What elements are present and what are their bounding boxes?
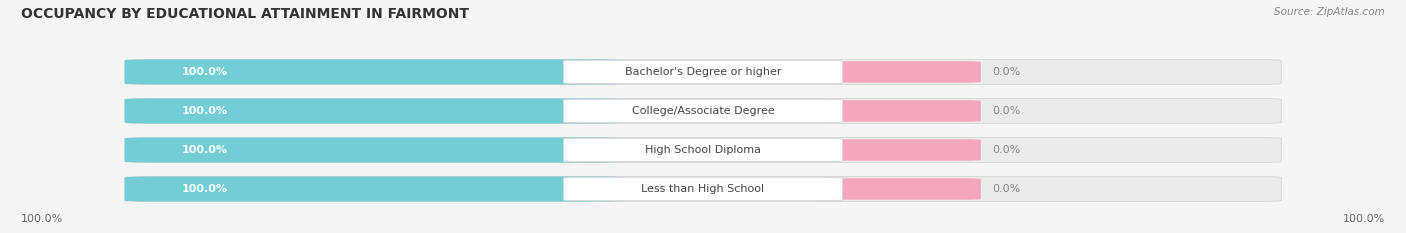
- FancyBboxPatch shape: [125, 137, 1281, 162]
- FancyBboxPatch shape: [125, 59, 624, 84]
- FancyBboxPatch shape: [564, 177, 842, 201]
- Text: 100.0%: 100.0%: [181, 145, 228, 155]
- Text: 100.0%: 100.0%: [1343, 214, 1385, 224]
- Text: Bachelor's Degree or higher: Bachelor's Degree or higher: [624, 67, 782, 77]
- FancyBboxPatch shape: [564, 60, 842, 84]
- FancyBboxPatch shape: [564, 138, 842, 162]
- FancyBboxPatch shape: [125, 99, 624, 123]
- FancyBboxPatch shape: [834, 178, 981, 200]
- Text: High School Diploma: High School Diploma: [645, 145, 761, 155]
- Text: 100.0%: 100.0%: [21, 214, 63, 224]
- FancyBboxPatch shape: [834, 139, 981, 161]
- FancyBboxPatch shape: [834, 100, 981, 122]
- Text: Source: ZipAtlas.com: Source: ZipAtlas.com: [1274, 7, 1385, 17]
- FancyBboxPatch shape: [125, 177, 624, 202]
- Text: 0.0%: 0.0%: [993, 145, 1021, 155]
- FancyBboxPatch shape: [125, 99, 1281, 123]
- FancyBboxPatch shape: [125, 59, 1281, 84]
- Text: 100.0%: 100.0%: [181, 106, 228, 116]
- Text: Less than High School: Less than High School: [641, 184, 765, 194]
- Text: 0.0%: 0.0%: [993, 106, 1021, 116]
- FancyBboxPatch shape: [834, 61, 981, 83]
- Text: OCCUPANCY BY EDUCATIONAL ATTAINMENT IN FAIRMONT: OCCUPANCY BY EDUCATIONAL ATTAINMENT IN F…: [21, 7, 470, 21]
- Text: 0.0%: 0.0%: [993, 67, 1021, 77]
- FancyBboxPatch shape: [125, 177, 1281, 202]
- FancyBboxPatch shape: [564, 99, 842, 123]
- Text: 0.0%: 0.0%: [993, 184, 1021, 194]
- Text: 100.0%: 100.0%: [181, 184, 228, 194]
- Text: College/Associate Degree: College/Associate Degree: [631, 106, 775, 116]
- FancyBboxPatch shape: [125, 137, 624, 162]
- Text: 100.0%: 100.0%: [181, 67, 228, 77]
